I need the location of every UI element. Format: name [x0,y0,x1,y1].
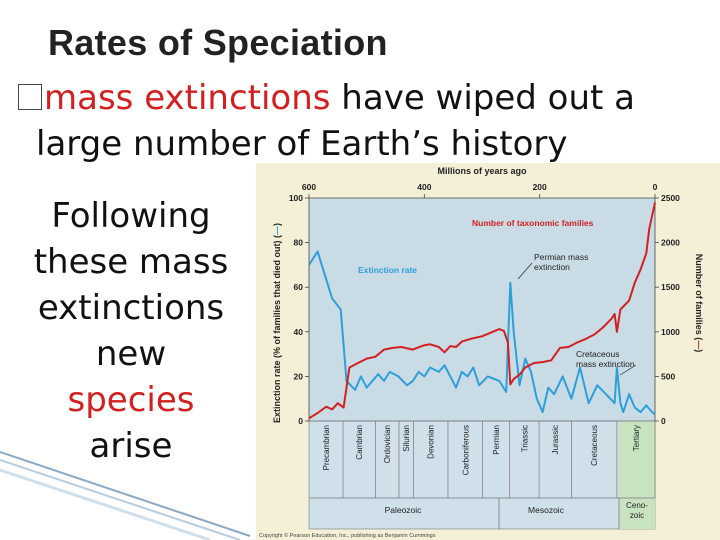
series-layer [308,202,656,420]
side-line-highlight: species [67,380,195,420]
side-line: these mass [33,242,229,282]
period-label: Ordovician [383,425,392,463]
right-axis-ticks: 2500 2000 1500 1000 500 0 [655,193,680,426]
period-label: Devonian [427,425,436,459]
cretaceous-pointer [619,364,637,376]
left-tick-label: 80 [294,238,304,248]
side-line: Following [51,196,211,236]
top-tick-label: 0 [653,182,658,192]
left-axis-close-paren: ) [272,223,282,226]
left-tick-label: 20 [294,371,304,381]
cretaceous-label-line2: mass extinction [576,359,635,369]
period-label: Carboniferous [461,425,470,475]
copyright-text: Copyright © Pearson Education, Inc., pub… [259,532,436,539]
era-cenozoic-line1: Ceno- [626,501,648,510]
families-label: Number of taxonomic families [472,218,594,228]
side-text: Following these mass extinctions new spe… [12,193,250,469]
right-axis-legend-swatch: — [694,340,704,349]
slide-decoration [0,451,251,540]
extinction-figure: Millions of years ago 600 400 200 0 100 80 60… [256,163,720,540]
decoration-line [0,468,211,540]
permian-label-line1: Permian mass [534,252,588,262]
cretaceous-label-line1: Cretaceous [576,349,619,359]
right-tick-label: 1500 [661,282,680,292]
slide-title: Rates of Speciation [48,22,388,63]
right-tick-label: 0 [661,416,666,426]
right-tick-label: 1000 [661,327,680,337]
bullet-marker-icon [18,83,42,110]
side-line: new [95,334,167,374]
extinction-rate-line [308,250,656,416]
period-label: Cretaceous [590,425,599,466]
geologic-timescale [308,420,656,530]
period-label: Triassic [520,425,529,452]
top-tick-label: 400 [417,182,431,192]
left-tick-label: 100 [289,193,303,203]
permian-label-line2: extinction [534,262,570,272]
permian-pointer [517,262,533,280]
period-label: Silurian [402,425,411,452]
right-axis-close-paren: ) [694,349,704,352]
top-axis-title: Millions of years ago [437,166,527,176]
period-label: Permian [492,425,501,455]
decoration-line [0,459,241,540]
left-axis-ticks: 100 80 60 40 20 0 [289,193,309,426]
plot-area [309,198,655,421]
right-axis-title-text: Number of families ( [694,254,704,341]
era-cenozoic-line2: zoic [630,511,644,520]
decoration-line [0,451,251,537]
bullet-text: have wiped out a [330,78,636,118]
top-tick-label: 200 [533,182,547,192]
top-tick-label: 600 [302,182,316,192]
period-label: Tertiary [632,425,641,451]
right-tick-label: 500 [661,371,675,381]
era-paleozoic: Paleozoic [385,505,423,515]
period-label: Jurassic [551,425,560,454]
left-tick-label: 40 [294,327,304,337]
cenozoic-block [619,421,655,529]
left-tick-label: 60 [294,282,304,292]
side-line: arise [89,426,173,466]
era-mesozoic: Mesozoic [528,505,565,515]
extinction-label: Extinction rate [358,265,417,275]
top-axis-ticks: 600 400 200 0 [302,182,658,198]
period-label: Cambrian [355,425,364,460]
extinction-chart: Millions of years ago 600 400 200 0 1008060… [256,163,720,540]
left-axis-title: Extinction rate (% of families that died… [272,223,282,423]
left-axis-legend-swatch: — [272,226,282,235]
period-label: Precambrian [322,425,331,470]
bullet-line-1: mass extinctions have wiped out a [18,78,635,118]
taxonomic-families-line [308,202,656,420]
side-line: extinctions [37,288,225,328]
right-tick-label: 2500 [661,193,680,203]
left-axis-title-text: Extinction rate (% of families that died… [272,235,282,423]
bullet-highlight: mass extinctions [44,78,331,118]
right-tick-label: 2000 [661,238,680,248]
period-layer: Precambrian Cambrian Ordovician Silurian Dev… [322,421,656,498]
bullet-line-2: large number of Earth’s history [36,124,568,164]
left-tick-label: 0 [298,416,303,426]
right-axis-title: Number of families (—) [694,254,704,353]
